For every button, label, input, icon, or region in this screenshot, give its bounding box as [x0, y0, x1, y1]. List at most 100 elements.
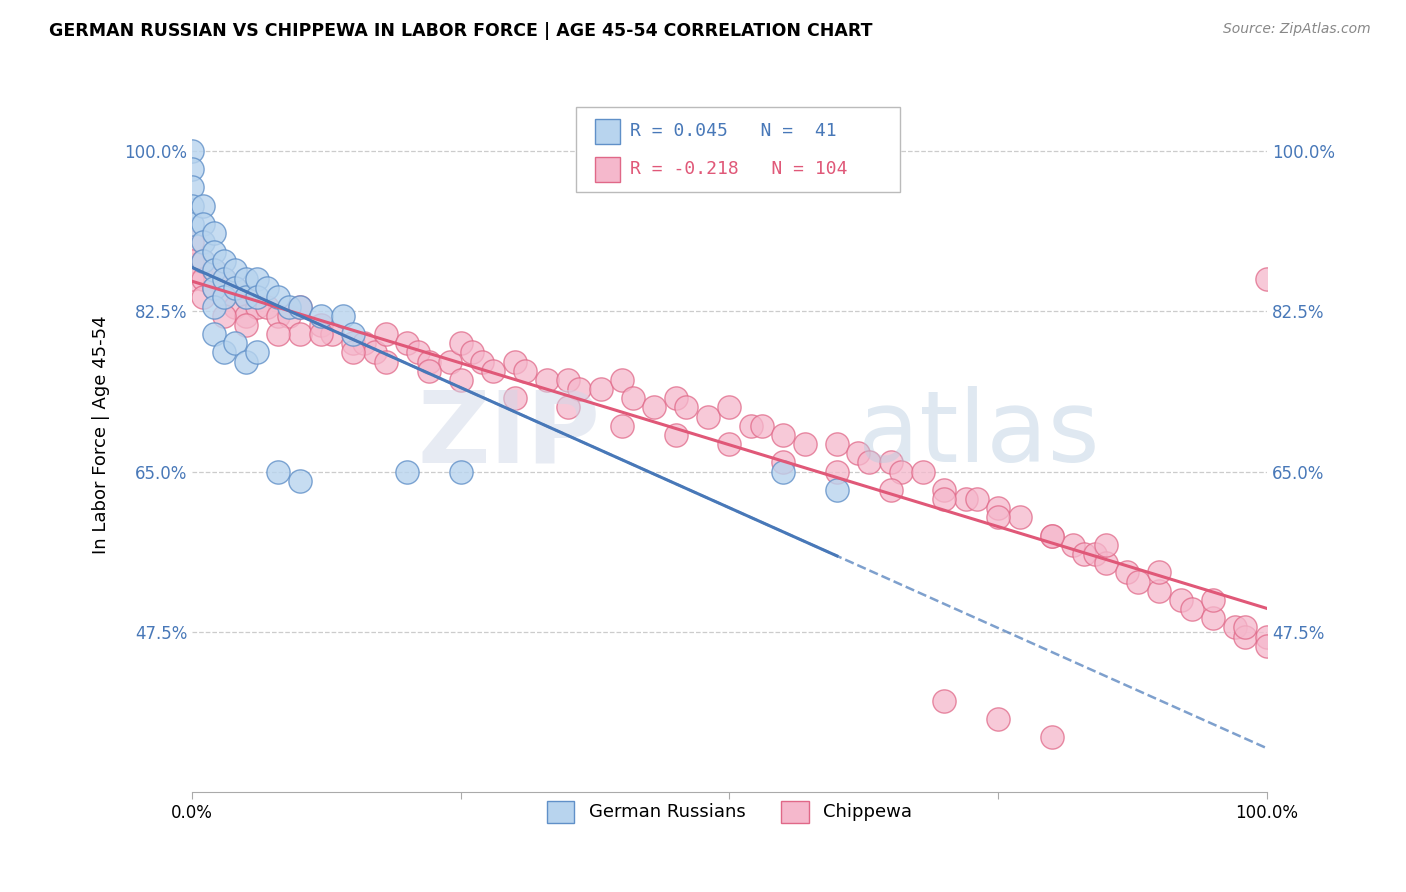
Point — [987, 510, 1010, 524]
Point — [825, 437, 848, 451]
Point — [858, 455, 880, 469]
Point — [1040, 529, 1063, 543]
Point — [610, 418, 633, 433]
Point — [793, 437, 815, 451]
Point — [536, 373, 558, 387]
Point — [848, 446, 870, 460]
Point — [503, 391, 526, 405]
Point — [718, 401, 741, 415]
Point — [987, 501, 1010, 516]
Point — [202, 300, 225, 314]
Point — [277, 309, 299, 323]
Point — [1062, 538, 1084, 552]
Point — [557, 373, 579, 387]
Point — [256, 281, 278, 295]
Point — [245, 345, 267, 359]
Text: ZIP: ZIP — [418, 386, 600, 483]
Point — [309, 318, 332, 332]
Point — [332, 309, 354, 323]
Point — [1256, 272, 1278, 286]
Point — [181, 253, 204, 268]
Text: R = 0.045   N =  41: R = 0.045 N = 41 — [630, 122, 837, 140]
Point — [450, 465, 472, 479]
Point — [181, 144, 204, 158]
Point — [1149, 566, 1171, 580]
Point — [277, 300, 299, 314]
Point — [1084, 547, 1107, 561]
Point — [880, 455, 903, 469]
Point — [235, 290, 257, 304]
Point — [880, 483, 903, 497]
Point — [342, 336, 364, 351]
Point — [1149, 583, 1171, 598]
Point — [987, 712, 1010, 726]
Point — [191, 272, 214, 286]
Point — [191, 253, 214, 268]
Text: atlas: atlas — [859, 386, 1099, 483]
Point — [224, 336, 246, 351]
Point — [1040, 731, 1063, 745]
Point — [235, 309, 257, 323]
Point — [825, 483, 848, 497]
Point — [224, 263, 246, 277]
Point — [1202, 611, 1225, 625]
Point — [1181, 602, 1204, 616]
Point — [374, 354, 396, 368]
Point — [934, 694, 956, 708]
Point — [288, 327, 311, 342]
Point — [235, 290, 257, 304]
Point — [321, 327, 343, 342]
Point — [214, 253, 236, 268]
Point — [418, 354, 440, 368]
Point — [1094, 556, 1116, 570]
Point — [740, 418, 762, 433]
Point — [202, 281, 225, 295]
Point — [235, 272, 257, 286]
Point — [1126, 574, 1149, 589]
Point — [396, 465, 419, 479]
Point — [224, 281, 246, 295]
Point — [697, 409, 720, 424]
Point — [966, 491, 988, 506]
Point — [224, 300, 246, 314]
Point — [214, 290, 236, 304]
Point — [1008, 510, 1031, 524]
Point — [890, 465, 912, 479]
Point — [202, 226, 225, 240]
Point — [1094, 538, 1116, 552]
Point — [1116, 566, 1139, 580]
Text: R = -0.218   N = 104: R = -0.218 N = 104 — [630, 161, 848, 178]
Point — [309, 309, 332, 323]
Point — [309, 327, 332, 342]
Point — [214, 272, 236, 286]
Point — [460, 345, 482, 359]
Point — [214, 345, 236, 359]
Point — [955, 491, 977, 506]
Point — [589, 382, 612, 396]
Point — [342, 345, 364, 359]
Point — [1040, 529, 1063, 543]
Point — [245, 272, 267, 286]
Point — [181, 235, 204, 250]
Point — [568, 382, 591, 396]
Point — [202, 244, 225, 259]
Point — [191, 253, 214, 268]
Point — [181, 217, 204, 231]
Point — [267, 309, 290, 323]
Point — [181, 199, 204, 213]
Point — [751, 418, 773, 433]
Point — [364, 345, 387, 359]
Point — [643, 401, 665, 415]
Point — [191, 217, 214, 231]
Y-axis label: In Labor Force | Age 45-54: In Labor Force | Age 45-54 — [93, 316, 110, 554]
Point — [267, 327, 290, 342]
Point — [396, 336, 419, 351]
Point — [934, 483, 956, 497]
Point — [1073, 547, 1095, 561]
Point — [267, 290, 290, 304]
Text: GERMAN RUSSIAN VS CHIPPEWA IN LABOR FORCE | AGE 45-54 CORRELATION CHART: GERMAN RUSSIAN VS CHIPPEWA IN LABOR FORC… — [49, 22, 873, 40]
Point — [191, 290, 214, 304]
Point — [772, 465, 794, 479]
Point — [557, 401, 579, 415]
Point — [214, 290, 236, 304]
